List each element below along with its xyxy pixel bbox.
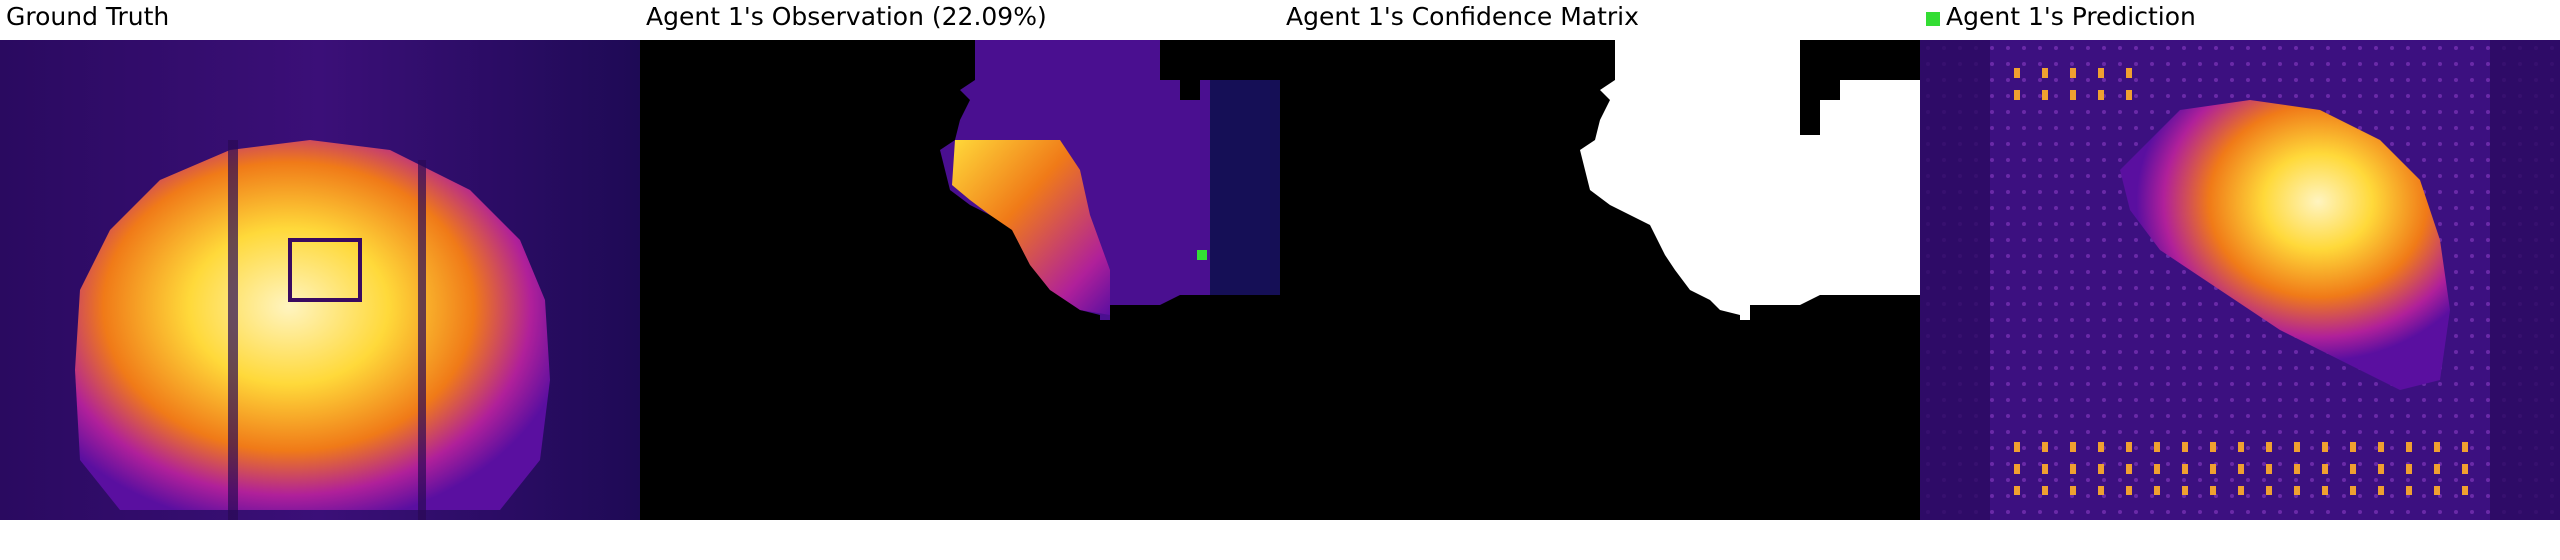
prediction-title: Agent 1's Prediction: [1926, 2, 2196, 31]
observation-image: [640, 40, 1280, 520]
ground-truth-panel: Ground Truth: [0, 0, 640, 560]
agent-marker-icon: [1197, 250, 1207, 260]
confidence-matrix-image: [1280, 40, 1920, 520]
observation-panel: Agent 1's Observation (22.09%): [640, 0, 1280, 560]
ground-truth-image: [0, 40, 640, 520]
prediction-image: [1920, 40, 2560, 520]
prediction-panel: Agent 1's Prediction: [1920, 0, 2560, 560]
observation-title: Agent 1's Observation (22.09%): [646, 2, 1047, 31]
prediction-title-text: Agent 1's Prediction: [1946, 2, 2196, 31]
ground-truth-title: Ground Truth: [6, 2, 170, 31]
confidence-title: Agent 1's Confidence Matrix: [1286, 2, 1639, 31]
prediction-legend-swatch: [1926, 12, 1940, 26]
confidence-panel: Agent 1's Confidence Matrix: [1280, 0, 1920, 560]
